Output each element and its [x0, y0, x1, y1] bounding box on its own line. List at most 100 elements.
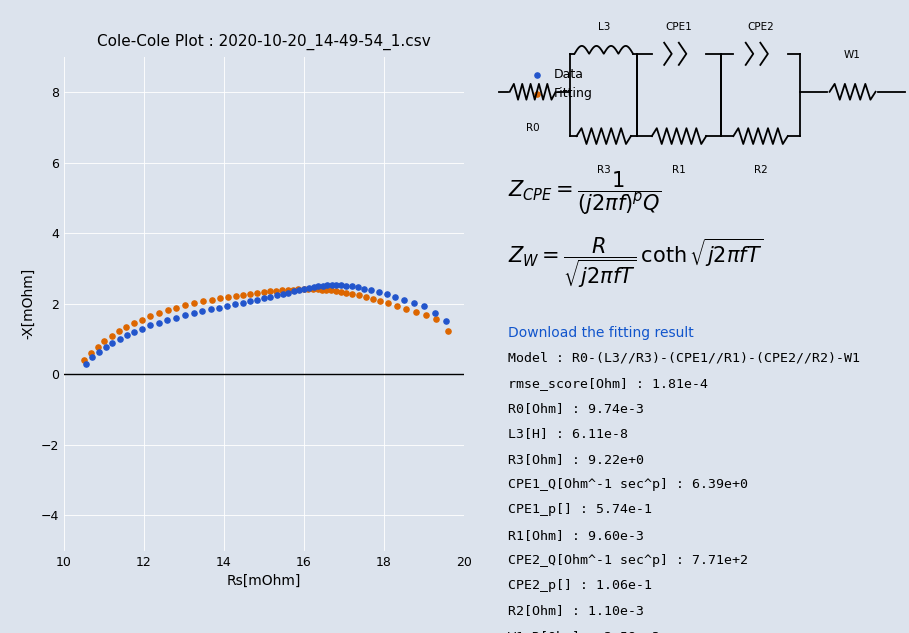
Fitting [334, 287, 348, 297]
Data [380, 289, 395, 299]
Data [212, 303, 226, 313]
Y-axis label: -X[mOhm]: -X[mOhm] [21, 268, 35, 339]
X-axis label: Rs[mOhm]: Rs[mOhm] [226, 574, 301, 588]
Text: L3[H] : 6.11e-8: L3[H] : 6.11e-8 [507, 427, 627, 441]
Text: R2: R2 [754, 165, 767, 175]
Fitting [310, 284, 325, 294]
Data [351, 282, 365, 292]
Data [98, 342, 113, 353]
Data [105, 337, 120, 348]
Text: R0: R0 [526, 123, 539, 134]
Fitting [381, 298, 395, 308]
Fitting [143, 311, 157, 322]
Data [320, 280, 335, 290]
Fitting [256, 287, 271, 298]
Fitting [373, 296, 387, 306]
Fitting [263, 286, 277, 296]
Fitting [319, 285, 334, 295]
Data [186, 308, 201, 318]
Data [292, 285, 306, 295]
Fitting [291, 284, 305, 294]
Text: CPE1_Q[Ohm^-1 sec^p] : 6.39e+0: CPE1_Q[Ohm^-1 sec^p] : 6.39e+0 [507, 478, 747, 491]
Text: CPE1_p[] : 5.74e-1: CPE1_p[] : 5.74e-1 [507, 503, 652, 517]
Data [357, 284, 372, 294]
Data [195, 306, 210, 316]
Text: $Z_{CPE} = \dfrac{1}{(j2\pi f)^p Q}$: $Z_{CPE} = \dfrac{1}{(j2\pi f)^p Q}$ [507, 170, 661, 216]
Fitting [352, 291, 366, 301]
Fitting [301, 284, 315, 294]
Data [439, 316, 454, 327]
Fitting [195, 296, 210, 306]
Fitting [440, 326, 454, 336]
Fitting [221, 292, 235, 302]
Fitting [345, 289, 360, 299]
Data [220, 301, 235, 311]
Fitting [390, 301, 405, 311]
Data [228, 299, 243, 310]
Fitting [186, 298, 201, 308]
Fitting [399, 304, 414, 314]
Data [388, 292, 403, 302]
Data [428, 308, 443, 318]
Data [160, 315, 175, 325]
Fitting [213, 293, 227, 303]
Data [235, 298, 250, 308]
Data [152, 318, 166, 328]
Fitting [105, 331, 119, 341]
Data [127, 327, 142, 337]
Text: CPE1: CPE1 [665, 22, 693, 32]
Data [417, 301, 432, 311]
Text: CPE2_Q[Ohm^-1 sec^p] : 7.71e+2: CPE2_Q[Ohm^-1 sec^p] : 7.71e+2 [507, 554, 747, 567]
Fitting [306, 284, 321, 294]
Data [397, 294, 412, 304]
Data [275, 289, 290, 299]
Fitting [243, 289, 257, 299]
Data [250, 294, 265, 304]
Text: R3[Ohm] : 9.22e+0: R3[Ohm] : 9.22e+0 [507, 453, 644, 466]
Data [169, 313, 184, 323]
Fitting [315, 285, 329, 295]
Fitting [76, 354, 91, 365]
Fitting [324, 285, 338, 296]
Fitting [365, 294, 380, 304]
Data [334, 280, 348, 290]
Text: R2[Ohm] : 1.10e-3: R2[Ohm] : 1.10e-3 [507, 605, 644, 618]
Data [243, 296, 257, 306]
Text: Download the fitting result: Download the fitting result [507, 326, 694, 340]
Fitting [135, 315, 149, 325]
Text: W1_R[Ohm] : 2.58e-3: W1_R[Ohm] : 2.58e-3 [507, 630, 660, 633]
Text: R3: R3 [597, 165, 611, 175]
Text: W1: W1 [844, 50, 861, 60]
Data [135, 323, 150, 334]
Data [297, 284, 312, 294]
Fitting [236, 290, 251, 300]
Fitting [178, 300, 193, 310]
Fitting [84, 348, 98, 358]
Text: R1[Ohm] : 9.60e-3: R1[Ohm] : 9.60e-3 [507, 529, 644, 542]
Text: L3: L3 [597, 22, 610, 32]
Data [311, 281, 325, 291]
Legend: Data, Fitting: Data, Fitting [520, 63, 597, 106]
Fitting [418, 310, 433, 320]
Data [204, 304, 218, 315]
Fitting [112, 326, 126, 336]
Data [315, 280, 330, 291]
Text: rmse_score[Ohm] : 1.81e-4: rmse_score[Ohm] : 1.81e-4 [507, 377, 707, 390]
Data [329, 280, 344, 290]
Fitting [126, 318, 141, 329]
Fitting [275, 285, 290, 296]
Text: Model : R0-(L3//R3)-(CPE1//R1)-(CPE2//R2)-W1: Model : R0-(L3//R3)-(CPE1//R1)-(CPE2//R2… [507, 351, 860, 365]
Data [302, 282, 316, 292]
Data [345, 281, 359, 291]
Fitting [250, 288, 265, 298]
Data [364, 285, 378, 296]
Fitting [281, 285, 295, 295]
Data [120, 330, 135, 341]
Data [270, 291, 285, 301]
Fitting [90, 341, 105, 351]
Fitting [228, 291, 243, 301]
Fitting [296, 284, 311, 294]
Fitting [328, 286, 343, 296]
Data [286, 286, 301, 296]
Data [281, 287, 295, 298]
